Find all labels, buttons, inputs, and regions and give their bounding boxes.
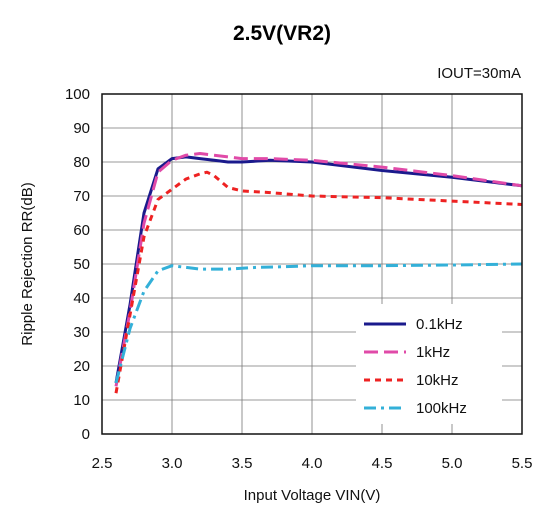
y-tick-label: 100 bbox=[65, 86, 90, 103]
y-tick-label: 20 bbox=[73, 358, 90, 375]
y-tick-label: 0 bbox=[82, 426, 90, 443]
x-tick-label: 3.5 bbox=[232, 455, 253, 472]
x-tick-label: 2.5 bbox=[92, 455, 113, 472]
x-tick-label: 5.0 bbox=[442, 455, 463, 472]
series-line-1khz bbox=[114, 152, 523, 387]
x-axis-label: Input Voltage VIN(V) bbox=[244, 487, 381, 504]
series-line-100khz bbox=[114, 262, 523, 384]
iout-annotation: IOUT=30mA bbox=[437, 65, 521, 82]
x-tick-label: 4.5 bbox=[372, 455, 393, 472]
plot-frame bbox=[101, 93, 523, 435]
x-tick-label: 5.5 bbox=[512, 455, 533, 472]
y-tick-label: 50 bbox=[73, 256, 90, 273]
legend: 0.1kHz 1kHz 10kHz 100kHz bbox=[356, 304, 502, 424]
series-lines bbox=[114, 152, 523, 394]
series-line-0-1khz bbox=[114, 155, 523, 384]
y-tick-label: 40 bbox=[73, 290, 90, 307]
y-tick-label: 80 bbox=[73, 154, 90, 171]
legend-label: 1kHz bbox=[416, 344, 450, 361]
chart-title: 2.5V(VR2) bbox=[233, 22, 331, 45]
y-tick-label: 70 bbox=[73, 188, 90, 205]
x-tick-label: 4.0 bbox=[302, 455, 323, 472]
y-axis-label: Ripple Rejection RR(dB) bbox=[19, 182, 36, 345]
legend-label: 0.1kHz bbox=[416, 316, 463, 333]
y-tick-label: 10 bbox=[73, 392, 90, 409]
y-tick-label: 60 bbox=[73, 222, 90, 239]
y-tick-label: 30 bbox=[73, 324, 90, 341]
x-tick-label: 3.0 bbox=[162, 455, 183, 472]
y-tick-label: 90 bbox=[73, 120, 90, 137]
legend-label: 100kHz bbox=[416, 400, 467, 417]
tick-labels: 2.5 3.0 3.5 4.0 4.5 5.0 5.5 0 10 20 30 40 50 60 70 80 90… bbox=[65, 86, 532, 472]
series-line-10khz bbox=[114, 170, 523, 394]
legend-label: 10kHz bbox=[416, 372, 459, 389]
